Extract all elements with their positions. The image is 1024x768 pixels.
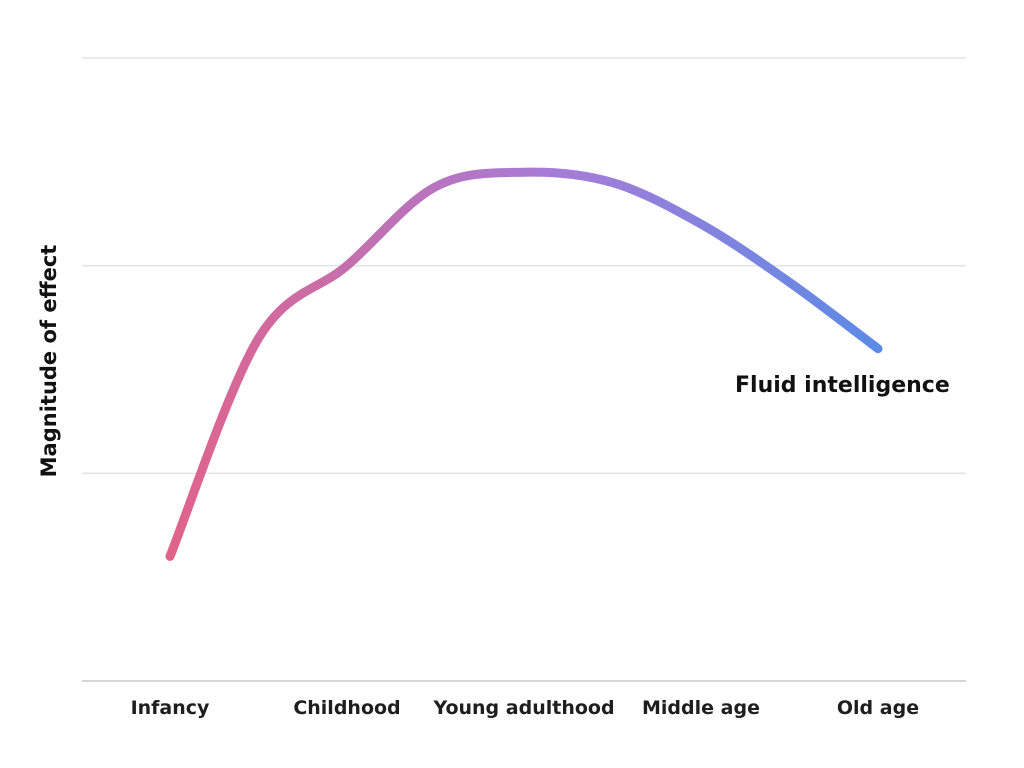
x-tick-label: Infancy <box>131 697 210 719</box>
x-tick-label: Old age <box>837 697 919 719</box>
x-tick-label: Young adulthood <box>432 697 614 719</box>
y-axis-label: Magnitude of effect <box>37 245 61 478</box>
gridlines <box>82 57 966 475</box>
x-tick-label: Childhood <box>293 697 400 719</box>
series-label-fluid-intelligence: Fluid intelligence <box>735 373 950 398</box>
series-line-fluid-intelligence <box>165 167 883 561</box>
x-tick-labels: Infancy Childhood Young adulthood Middle ag… <box>131 697 920 719</box>
x-tick-label: Middle age <box>642 697 760 719</box>
